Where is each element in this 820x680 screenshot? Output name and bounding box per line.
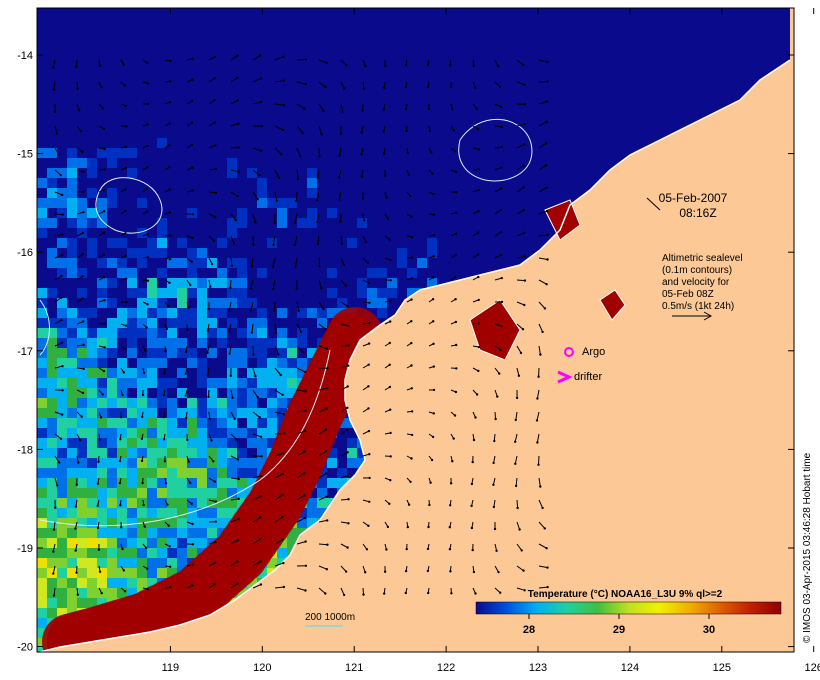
credit-label: © IMOS 03-Apr-2015 03:46:28 Hobart time <box>802 452 813 643</box>
lat-tick: -14 <box>17 50 794 62</box>
sealevel-contours <box>39 118 533 527</box>
lon-tick: 126 <box>805 8 820 674</box>
lon-tick-label: 121 <box>345 662 363 674</box>
lon-tick-label: 122 <box>437 662 455 674</box>
lat-tick: -19 <box>17 543 794 555</box>
colorbar <box>475 601 782 615</box>
longitude-axis: 119 120 121 122 123 124 125 126 <box>162 8 820 674</box>
lon-tick-label: 120 <box>253 662 271 674</box>
altimetry-line-1: Altimetric sealevel <box>662 253 743 264</box>
drifter-marker-icon <box>557 370 573 384</box>
coastline <box>39 59 791 652</box>
depth-contour-label: 200 1000m <box>305 612 355 623</box>
lat-tick: -17 <box>17 346 794 358</box>
lon-tick: 121 <box>345 8 363 674</box>
altimetry-line-5: 0.5m/s (1kt 24h) <box>662 301 734 312</box>
argo-marker-icon <box>564 347 574 357</box>
lat-tick-label: -20 <box>17 642 33 654</box>
date-pointer-line <box>646 197 661 211</box>
drifter-label: drifter <box>574 371 602 383</box>
lon-tick: 124 <box>621 8 639 674</box>
lat-tick-label: -14 <box>17 50 33 62</box>
map-field <box>37 8 794 652</box>
lon-tick-label: 124 <box>621 662 639 674</box>
lat-tick: -20 <box>17 642 794 654</box>
lon-tick-label: 125 <box>713 662 731 674</box>
lat-tick-label: -19 <box>17 543 33 555</box>
velocity-scale-arrow-icon <box>672 311 713 321</box>
altimetry-line-2: (0.1m contours) <box>662 265 732 276</box>
lat-tick-label: -18 <box>17 444 33 456</box>
altimetry-line-4: 05-Feb 08Z <box>662 289 714 300</box>
lon-tick-label: 126 <box>805 662 820 674</box>
lat-tick: -18 <box>17 444 794 456</box>
date-label: 05-Feb-2007 <box>659 191 728 205</box>
velocity-arrows <box>52 54 549 597</box>
argo-label: Argo <box>582 346 605 358</box>
lat-tick: -16 <box>17 247 794 259</box>
lon-tick: 122 <box>437 8 455 674</box>
altimetry-line-3: and velocity for <box>662 277 730 288</box>
lat-tick-label: -17 <box>17 346 33 358</box>
time-label: 08:16Z <box>679 206 716 220</box>
land-area <box>40 8 794 652</box>
lon-tick-label: 119 <box>162 662 180 674</box>
colorbar-tick-label: 28 <box>523 624 535 636</box>
lon-tick: 123 <box>529 8 547 674</box>
colorbar-tick-label: 30 <box>703 624 715 636</box>
colorbar-title: Temperature (°C) NOAA16_L3U 9% ql>=2 <box>528 589 723 600</box>
land-inlets <box>469 199 626 361</box>
lon-tick: 125 <box>713 8 731 674</box>
colorbar-ticks: 28 29 30 <box>523 614 715 636</box>
lon-tick-label: 123 <box>529 662 547 674</box>
colorbar-tick-label: 29 <box>613 624 625 636</box>
lon-tick: 120 <box>253 8 271 674</box>
lat-tick-label: -15 <box>17 149 33 161</box>
lon-tick: 119 <box>162 8 180 674</box>
map-frame <box>36 7 795 653</box>
lat-tick-label: -16 <box>17 247 33 259</box>
lat-tick: -15 <box>17 149 794 161</box>
latitude-axis: -14 -15 -16 -17 -18 -19 -20 <box>17 50 794 654</box>
